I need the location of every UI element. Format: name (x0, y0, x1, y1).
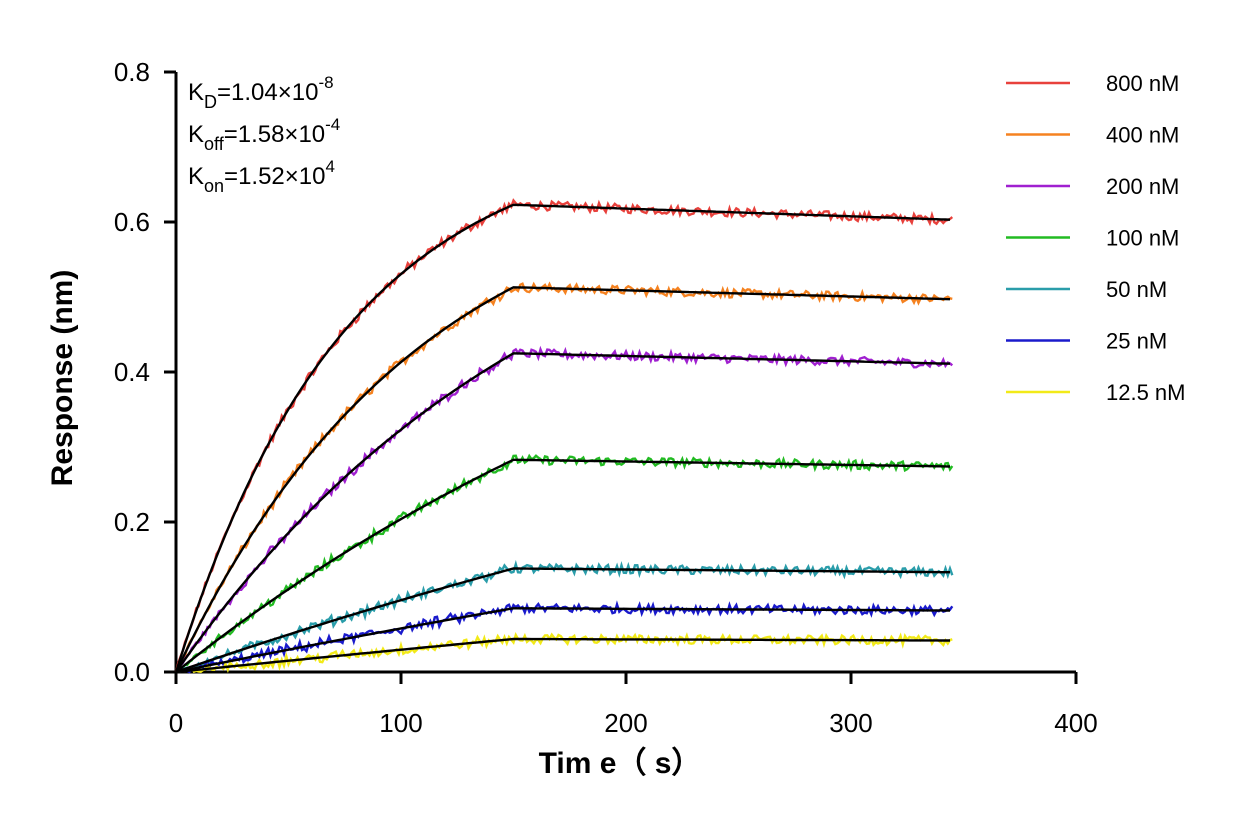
legend-label: 800 nM (1106, 71, 1179, 96)
constant-value: =1.58×10 (224, 121, 325, 148)
series-trace (174, 198, 954, 673)
constant-subscript: D (204, 92, 217, 112)
legend-label: 100 nM (1106, 226, 1179, 251)
y-tick-label: 0.8 (114, 57, 150, 87)
x-tick-label: 0 (169, 708, 183, 738)
constant-subscript: on (204, 176, 224, 196)
y-axis-title: Response (nm) (46, 270, 79, 487)
fit-curve (175, 458, 951, 673)
fit-curve (174, 203, 951, 673)
constant-exponent: -8 (318, 73, 333, 92)
kinetic-constant: Koff=1.58×10-4 (188, 115, 340, 154)
y-tick-label: 0.4 (114, 357, 150, 387)
legend-label: 50 nM (1106, 277, 1167, 302)
constant-subscript: off (204, 134, 225, 154)
x-tick-label: 300 (829, 708, 872, 738)
ticks: 0 100 200 300 400 0.0 0.2 0.4 0.6 0.8 (114, 57, 1098, 738)
constant-value: =1.52×10 (224, 163, 325, 190)
series-layer (174, 198, 954, 674)
kinetic-constant: Kon=1.52×104 (188, 157, 335, 196)
x-axis-title: Tim e（ s） (539, 746, 702, 780)
legend-label: 200 nM (1106, 174, 1179, 199)
constant-exponent: -4 (325, 115, 340, 134)
legend: 800 nM 400 nM 200 nM 100 nM 50 nM 25 nM 12.5 n… (1006, 71, 1186, 405)
fit-curve (175, 607, 950, 674)
y-tick-label: 0.2 (114, 507, 150, 537)
fit-curve (175, 637, 950, 674)
constant-base: K (188, 79, 204, 106)
legend-label: 12.5 nM (1106, 380, 1186, 405)
x-tick-label: 100 (379, 708, 422, 738)
y-tick-label: 0.6 (114, 207, 150, 237)
series-trace (175, 600, 954, 674)
fit-curve (175, 567, 950, 674)
constant-base: K (188, 121, 204, 148)
fit-curve (174, 286, 951, 673)
legend-label: 400 nM (1106, 123, 1179, 148)
x-tick-label: 400 (1054, 708, 1097, 738)
fit-curve (175, 352, 951, 673)
constant-exponent: 4 (325, 157, 334, 176)
kinetic-constant: KD=1.04×10-8 (188, 73, 334, 112)
y-tick-label: 0.0 (114, 657, 150, 687)
x-tick-label: 200 (604, 708, 647, 738)
legend-label: 25 nM (1106, 329, 1167, 354)
constant-base: K (188, 163, 204, 190)
series-trace (175, 559, 954, 673)
series-trace (174, 345, 954, 673)
constant-value: =1.04×10 (217, 79, 318, 106)
